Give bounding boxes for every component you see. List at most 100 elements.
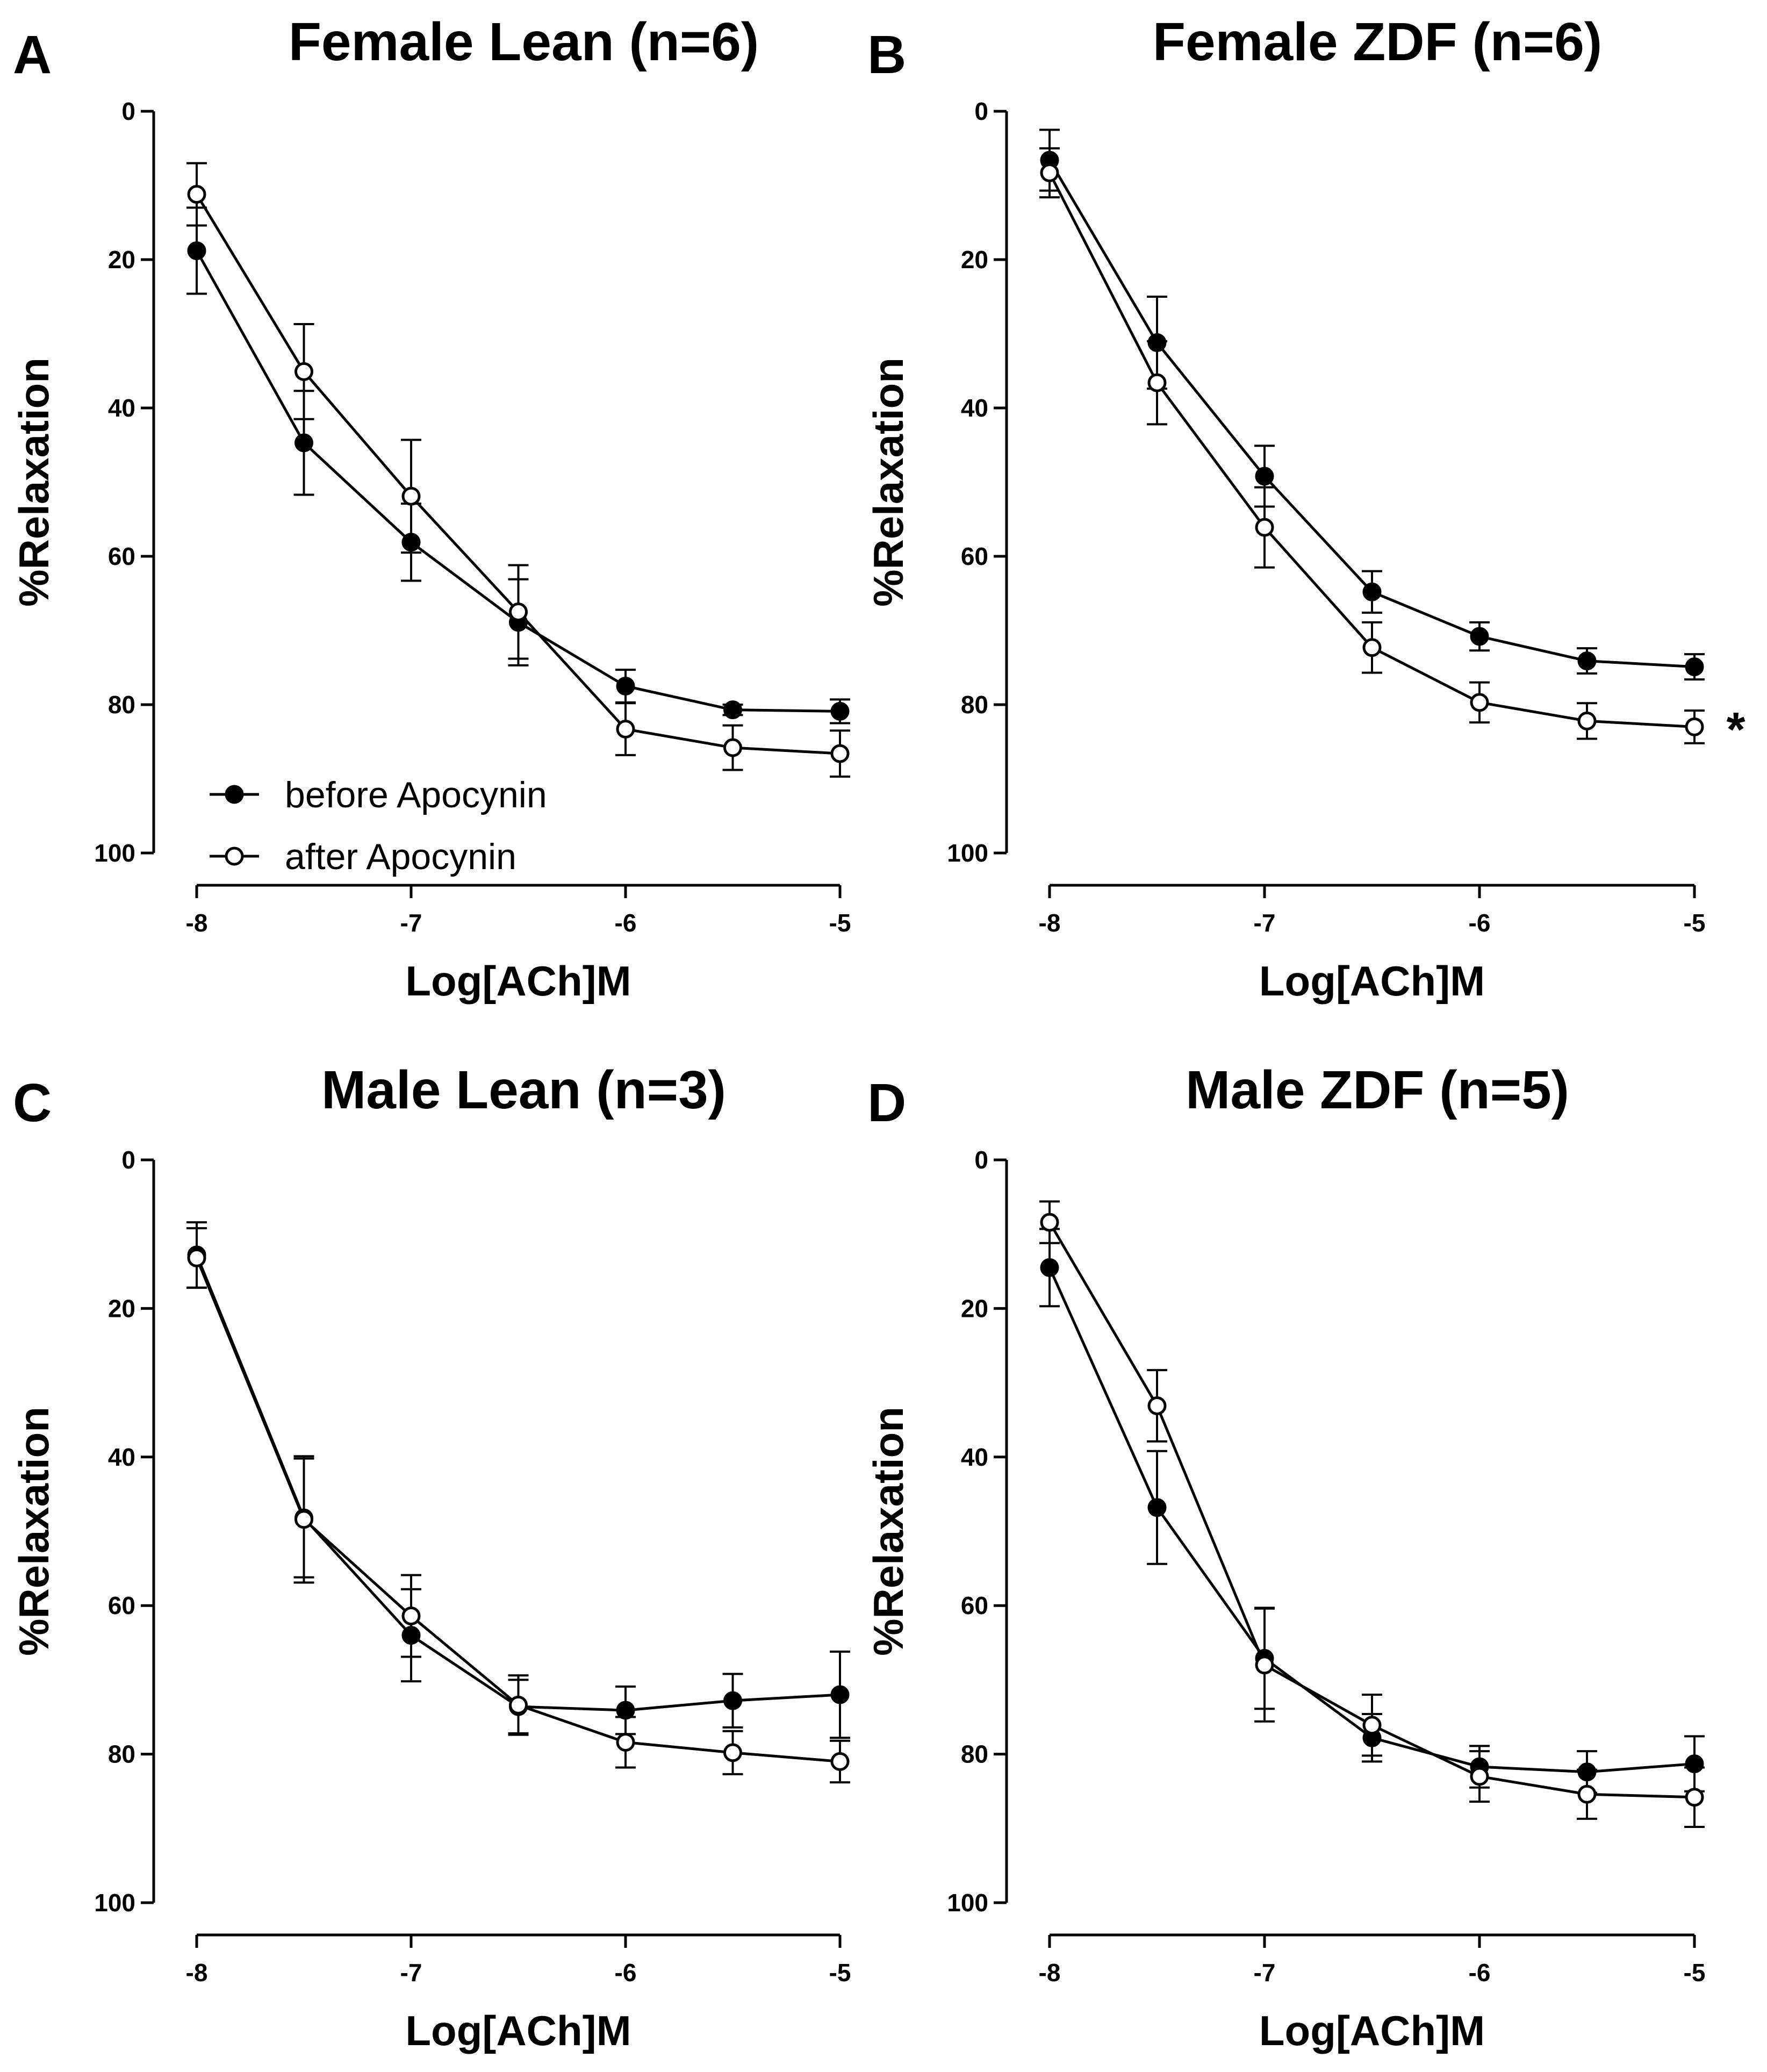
data-point (1470, 693, 1489, 712)
data-point (401, 1607, 421, 1626)
y-tick-label: 100 (947, 839, 988, 867)
y-tick-label: 60 (961, 1591, 988, 1619)
data-point (830, 701, 850, 721)
legend-label: before Apocynin (285, 775, 547, 815)
x-tick-label: -5 (829, 909, 851, 937)
y-tick-label: 20 (961, 246, 988, 274)
x-tick-label: -5 (1684, 909, 1706, 937)
data-point (1147, 373, 1167, 392)
legend: before Apocynin after Apocynin (210, 775, 547, 877)
panel-d: D Male ZDF (n=5) 0 20 40 60 80 100 %Relaxation -8… (865, 1060, 1705, 2054)
data-point (1577, 711, 1597, 730)
y-tick-label: 60 (108, 1591, 135, 1619)
series-after (1039, 1200, 1705, 1829)
data-point (294, 1510, 313, 1529)
data-point (1040, 1258, 1059, 1277)
data-point (830, 1685, 850, 1704)
y-tick-label: 0 (121, 1146, 135, 1174)
data-point (1362, 582, 1382, 601)
x-axis-title: Log[ACh]M (405, 2007, 631, 2054)
panel-title: Male ZDF (n=5) (1186, 1060, 1569, 1120)
data-point (1685, 1788, 1704, 1807)
y-axis-title: %Relaxation (10, 1407, 58, 1656)
data-point (1577, 1784, 1597, 1804)
data-point (723, 1691, 742, 1710)
data-point (294, 362, 313, 381)
data-point (1685, 717, 1704, 736)
y-tick-label: 40 (108, 1443, 135, 1471)
y-tick-label: 100 (947, 1889, 988, 1917)
x-tick-label: -5 (1684, 1959, 1706, 1987)
x-tick-label: -8 (1039, 1959, 1061, 1987)
data-point (723, 1743, 742, 1762)
data-point (1362, 1716, 1382, 1735)
panel-letter: C (13, 1073, 52, 1133)
data-point (616, 720, 635, 739)
y-tick-label: 40 (108, 394, 135, 422)
data-point (616, 1732, 635, 1752)
x-tick-label: -6 (615, 909, 637, 937)
data-point (1470, 1767, 1489, 1786)
significance-marker: * (1726, 703, 1745, 757)
panel-a: A Female Lean (n=6) 0 20 40 60 80 100 %Relaxatio… (10, 12, 851, 1005)
y-tick-label: 80 (108, 1740, 135, 1768)
y-axis-title: %Relaxation (10, 357, 58, 607)
y-axis-title: %Relaxation (865, 1407, 912, 1656)
data-point (509, 603, 528, 621)
series-after (186, 162, 850, 778)
series-after (186, 1227, 850, 1784)
data-point (1255, 467, 1274, 486)
y-tick-label: 40 (961, 1443, 988, 1471)
data-point (616, 677, 635, 696)
x-axis-title: Log[ACh]M (1259, 2007, 1485, 2054)
y-tick-label: 0 (974, 97, 988, 125)
legend-filled-marker (225, 785, 244, 804)
y-tick-label: 20 (108, 246, 135, 274)
y-tick-label: 80 (961, 691, 988, 719)
series-after (1039, 147, 1705, 744)
panel-title: Female ZDF (n=6) (1153, 12, 1602, 72)
x-tick-label: -7 (1254, 1959, 1276, 1987)
y-tick-label: 0 (974, 1146, 988, 1174)
series-before (186, 1221, 850, 1739)
data-point (509, 1695, 528, 1715)
y-tick-label: 60 (961, 542, 988, 570)
legend-open-marker (225, 847, 244, 866)
x-tick-label: -6 (615, 1959, 637, 1987)
y-tick-label: 20 (961, 1294, 988, 1322)
y-tick-label: 100 (94, 839, 135, 867)
x-axis-title: Log[ACh]M (405, 957, 631, 1005)
y-tick-label: 40 (961, 394, 988, 422)
data-point (401, 486, 421, 506)
data-point (723, 738, 742, 757)
legend-label: after Apocynin (285, 836, 516, 877)
panel-title: Male Lean (n=3) (321, 1060, 726, 1120)
data-point (1147, 1498, 1167, 1517)
panel-c: C Male Lean (n=3) 0 20 40 60 80 100 %Relaxation -… (10, 1060, 851, 2054)
x-tick-label: -7 (400, 909, 422, 937)
panel-b: B Female ZDF (n=6) 0 20 40 60 80 100 %Relaxation… (865, 12, 1746, 1005)
panel-title: Female Lean (n=6) (289, 12, 759, 72)
data-point (1040, 163, 1059, 183)
x-tick-label: -7 (1254, 909, 1276, 937)
series-line (195, 193, 841, 755)
x-tick-label: -6 (1469, 1959, 1491, 1987)
panel-letter: A (13, 25, 52, 85)
x-tick-label: -8 (1039, 909, 1061, 937)
data-point (1040, 1213, 1059, 1232)
series-line (195, 1254, 841, 1712)
series-before (1039, 128, 1705, 681)
data-point (1685, 657, 1704, 677)
data-point (294, 433, 313, 453)
x-tick-label: -8 (186, 909, 208, 937)
data-point (1577, 651, 1597, 671)
data-point (1362, 638, 1382, 657)
x-tick-label: -5 (829, 1959, 851, 1987)
data-point (187, 185, 206, 204)
x-tick-label: -6 (1469, 909, 1491, 937)
y-tick-label: 0 (121, 97, 135, 125)
y-tick-label: 100 (94, 1889, 135, 1917)
data-point (1470, 627, 1489, 646)
data-point (830, 744, 850, 763)
